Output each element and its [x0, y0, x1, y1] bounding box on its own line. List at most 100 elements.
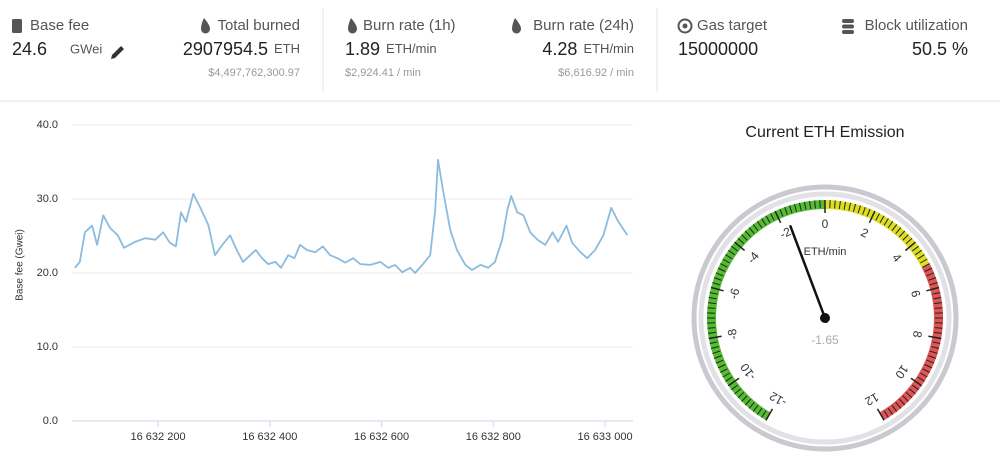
gauge-minor-tick [931, 345, 940, 350]
gauge-pivot [820, 313, 830, 323]
gauge-minor-tick [744, 230, 752, 238]
x-tick-label: 16 632 400 [242, 431, 297, 443]
stat-label: Total burned [217, 17, 300, 34]
gauge-major-tick [928, 335, 942, 340]
gauge-minor-tick [761, 218, 767, 226]
stat-value: 50.5 % [912, 39, 968, 59]
gauge-minor-tick [715, 359, 724, 364]
gauge-minor-tick [887, 407, 894, 415]
gauge-minor-tick [707, 307, 716, 309]
target-icon [682, 23, 688, 29]
gauge-major-tick [876, 408, 885, 421]
gauge-bezel [691, 184, 959, 452]
gauge-major-tick [926, 286, 940, 292]
icons [12, 18, 854, 59]
gauge-minor-tick [905, 391, 913, 399]
gauge-minor-tick [898, 398, 906, 406]
gauge-minor-tick [902, 395, 909, 402]
gauge-minor-tick [744, 398, 752, 406]
stat-value-line: 4.28 ETH/min [542, 39, 634, 59]
gauge-minor-tick [928, 277, 937, 281]
gauge-minor-tick [922, 263, 930, 268]
gauge-minor-tick [920, 258, 928, 264]
stat-value: 4.28 [542, 39, 577, 59]
y-tick-label: 30.0 [37, 193, 58, 205]
gauge-minor-tick [765, 215, 771, 223]
stat-label: Base fee [30, 17, 89, 34]
gauge-minor-tick [883, 410, 889, 418]
stat-value-line: 2907954.5 ETH [183, 39, 300, 59]
gauge-major-tick [708, 335, 722, 340]
gauge-minor-tick [814, 200, 816, 209]
gauge-minor-tick [911, 245, 919, 252]
gauge-minor-tick [834, 200, 836, 209]
gauge-minor-tick [924, 267, 933, 272]
gauge-major-tick [765, 408, 774, 421]
gauge-tick-label: 8 [910, 330, 925, 339]
gauge-minor-tick [712, 350, 721, 354]
gauge-minor-tick [728, 249, 736, 256]
gauge-minor-tick [712, 282, 721, 286]
gauge-minor-tick [720, 368, 728, 373]
gauge-minor-tick [905, 237, 913, 245]
gauge-minor-tick [722, 258, 730, 264]
gauge-minor-tick [752, 224, 759, 232]
gauge-minor-tick [866, 208, 871, 217]
gauge-minor-tick [934, 307, 943, 309]
gauge-minor-tick [848, 202, 852, 211]
gauge-minor-tick [709, 291, 718, 295]
gauge-minor-tick [891, 404, 898, 412]
db-icon [842, 24, 854, 29]
gauge-minor-tick [933, 331, 943, 334]
stat-unit: GWei [70, 41, 102, 56]
gauge-minor-tick [748, 401, 755, 409]
gauge-minor-tick [883, 218, 889, 226]
x-tick-label: 16 633 000 [578, 431, 633, 443]
gauge-minor-tick [752, 404, 759, 412]
gauge-minor-tick [793, 203, 798, 212]
gauge-minor-tick [798, 202, 802, 211]
gauge-unit: ETH/min [804, 246, 847, 258]
flame-icon [512, 18, 521, 34]
gauge-minor-tick [917, 254, 925, 260]
gauge-minor-tick [934, 327, 943, 329]
gauge-minor-tick [924, 364, 933, 369]
flame-icon [348, 18, 357, 34]
gauge-title: Current ETH Emission [745, 124, 904, 141]
gauge-major-tick [774, 210, 782, 224]
gauge-minor-tick [737, 237, 745, 245]
stat-label: Block utilization [865, 17, 968, 34]
gauge-minor-tick [717, 267, 726, 272]
gauge-minor-tick [914, 249, 922, 256]
gauge-tick-label: -4 [744, 249, 762, 266]
gauge-minor-tick [920, 372, 928, 378]
gauge-minor-tick [875, 213, 880, 221]
gauge-minor-tick [926, 272, 935, 277]
gauge-minor-tick [933, 302, 943, 305]
gauge-minor-tick [809, 200, 812, 210]
fuel-icon [12, 19, 22, 33]
gauge-minor-tick [715, 272, 724, 277]
y-tick-label: 10.0 [37, 341, 58, 353]
line-chart: 0.0 10.0 20.0 30.0 40.0 16 632 200 16 632 400 1… [37, 119, 633, 443]
stat-value-line: 1.89 ETH/min [345, 39, 437, 59]
gauge-minor-tick [895, 227, 902, 235]
gauge-minor-tick [707, 302, 717, 305]
gauge-minor-tick [804, 201, 807, 210]
gauge-minor-tick [917, 376, 925, 382]
gauge-major-tick [734, 241, 746, 252]
gauge-minor-tick [932, 291, 941, 295]
edit-icon[interactable] [111, 46, 124, 59]
gauge-tick-label: -10 [737, 360, 759, 383]
gauge-tick-label: 2 [859, 225, 871, 241]
gauge-minor-tick [756, 407, 763, 415]
gauge-bezel [698, 191, 952, 445]
gauge-minor-tick [929, 350, 938, 354]
gauge-minor-tick [838, 200, 841, 210]
target-icon [677, 18, 693, 34]
stat-sub: $4,497,762,300.97 [208, 67, 300, 79]
gauge-minor-tick [717, 364, 726, 369]
x-tick-label: 16 632 600 [354, 431, 409, 443]
gauge-needle [789, 225, 828, 323]
gauge-minor-tick [708, 297, 717, 300]
